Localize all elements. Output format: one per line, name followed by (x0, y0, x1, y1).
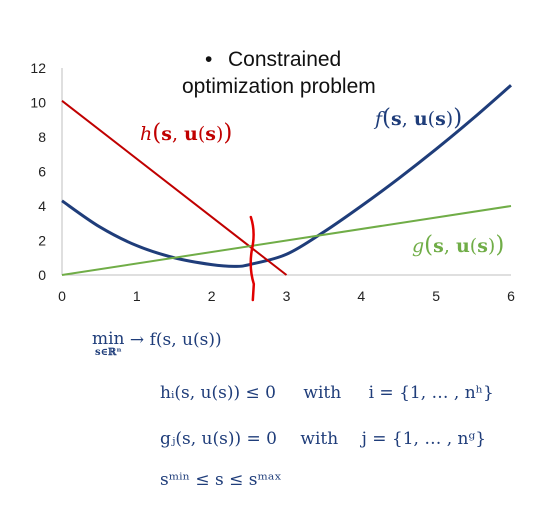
g-constraint-expr: gⱼ(s, u(s)) = 0 (160, 429, 277, 449)
y-tick-label: 6 (38, 164, 46, 180)
y-tick-label: 12 (30, 60, 46, 76)
with-label: with (300, 429, 339, 449)
objective-equation: min s∈ℝⁿ → f(s, u(s)) (92, 330, 222, 358)
h-constraint-expr: hᵢ(s, u(s)) ≤ 0 (160, 383, 276, 403)
y-tick-label: 10 (30, 95, 46, 111)
equality-constraint: gⱼ(s, u(s)) = 0 with j = {1, … , nᵍ} (160, 429, 486, 449)
series-line-f (61, 84, 512, 268)
x-tick-label: 1 (133, 288, 141, 304)
x-tick-label: 2 (208, 288, 216, 304)
title-line-1: Constrained (228, 48, 341, 71)
y-tick-label: 2 (38, 233, 46, 249)
y-tick-label: 0 (38, 267, 46, 283)
x-tick-label: 4 (357, 288, 365, 304)
objective-expr: f(s, u(s)) (149, 330, 222, 350)
constraint-marker (249, 215, 256, 302)
with-label: with (303, 383, 342, 403)
f-function-label: f(s, u(s)) (373, 105, 462, 131)
h-function-label: h(s, u(s)) (140, 120, 232, 146)
g-index-set: j = {1, … , nᵍ} (361, 429, 487, 449)
title-line-2: optimization problem (182, 75, 376, 98)
y-tick-label: 4 (38, 198, 46, 214)
x-tick-label: 5 (432, 288, 440, 304)
x-tick-label: 0 (58, 288, 66, 304)
min-operator: min s∈ℝⁿ (92, 329, 125, 358)
g-function-label: g(s, u(s)) (412, 232, 504, 258)
x-tick-label: 6 (507, 288, 515, 304)
bounds-expr: sᵐⁱⁿ ≤ s ≤ sᵐᵃˣ (160, 470, 282, 490)
arrow: → (129, 330, 145, 350)
h-index-set: i = {1, … , nʰ} (368, 383, 494, 403)
x-tick-label: 3 (283, 288, 291, 304)
series-line-g (61, 205, 512, 276)
title-bullet: • (205, 48, 212, 71)
inequality-constraint: hᵢ(s, u(s)) ≤ 0 with i = {1, … , nʰ} (160, 383, 494, 403)
bound-constraint: sᵐⁱⁿ ≤ s ≤ sᵐᵃˣ (160, 470, 282, 490)
chart-title: • Constrained optimization problem (182, 48, 376, 98)
y-tick-label: 8 (38, 129, 46, 145)
